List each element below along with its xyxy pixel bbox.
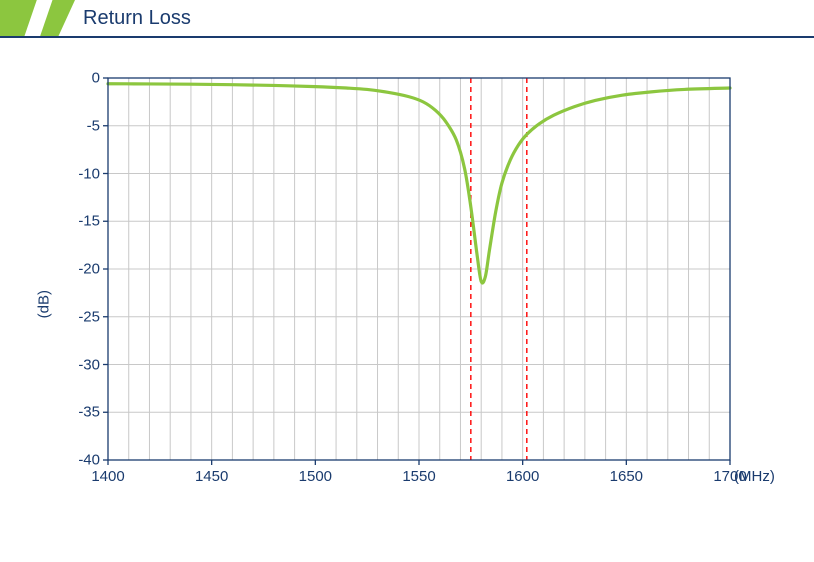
plot-area: (MHz) 0-5-10-15-20-25-30-35-401400145015… xyxy=(108,78,730,460)
x-tick-label: 1550 xyxy=(402,460,435,485)
x-tick-label: 1600 xyxy=(506,460,539,485)
plot-svg xyxy=(108,78,730,460)
page-header: Return Loss xyxy=(0,0,814,38)
y-axis-unit: (dB) xyxy=(36,290,53,318)
y-tick-label: -10 xyxy=(78,165,108,182)
x-tick-label: 1700 xyxy=(713,460,746,485)
x-tick-label: 1650 xyxy=(610,460,643,485)
y-tick-label: -35 xyxy=(78,404,108,421)
y-tick-label: -25 xyxy=(78,308,108,325)
x-tick-label: 1450 xyxy=(195,460,228,485)
x-tick-label: 1500 xyxy=(299,460,332,485)
x-tick-label: 1400 xyxy=(91,460,124,485)
y-tick-label: -15 xyxy=(78,213,108,230)
y-tick-label: -20 xyxy=(78,261,108,278)
y-tick-label: -30 xyxy=(78,356,108,373)
y-tick-label: -5 xyxy=(87,117,108,134)
return-loss-chart: (dB) (MHz) 0-5-10-15-20-25-30-35-4014001… xyxy=(50,70,770,510)
page-title: Return Loss xyxy=(75,0,814,36)
header-accent-shape xyxy=(0,0,75,36)
y-tick-label: 0 xyxy=(92,70,108,87)
